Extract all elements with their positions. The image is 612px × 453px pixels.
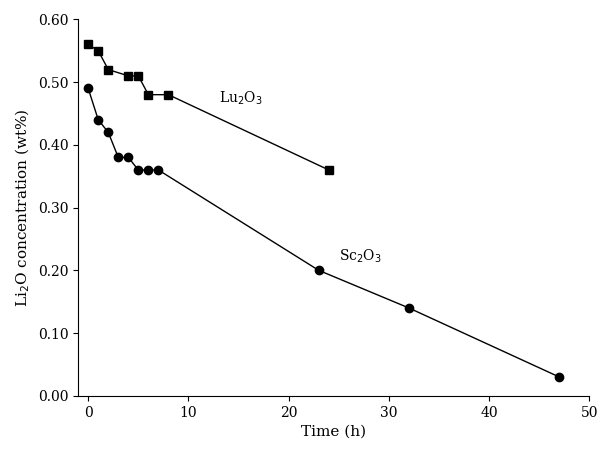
X-axis label: Time (h): Time (h) — [301, 425, 367, 439]
Text: Sc$_2$O$_3$: Sc$_2$O$_3$ — [339, 248, 382, 265]
Y-axis label: Li$_2$O concentration (wt%): Li$_2$O concentration (wt%) — [14, 108, 32, 307]
Text: Lu$_2$O$_3$: Lu$_2$O$_3$ — [218, 89, 263, 106]
